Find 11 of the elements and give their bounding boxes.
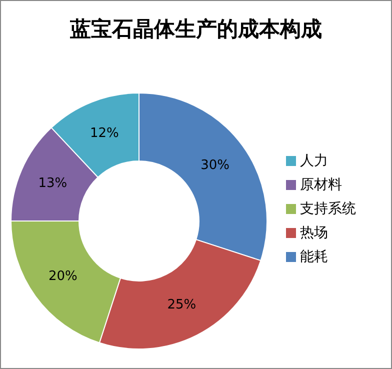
legend-label: 能耗 [300, 249, 328, 265]
legend-label: 热场 [300, 225, 328, 241]
data-label: 12% [90, 126, 119, 142]
legend-label: 人力 [300, 153, 328, 169]
data-label: 20% [48, 268, 78, 284]
legend-label: 支持系统 [300, 201, 356, 217]
data-label: 13% [38, 176, 68, 192]
legend-label: 原材料 [300, 177, 342, 193]
data-label: 25% [167, 297, 196, 312]
chart-title: 蓝宝石晶体生产的成本构成 [69, 15, 323, 43]
data-label: 30% [200, 158, 230, 174]
